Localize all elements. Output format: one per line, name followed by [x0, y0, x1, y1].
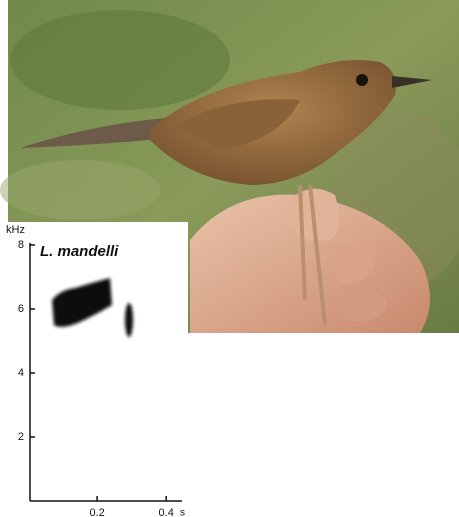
y-tick-label: 8 — [18, 239, 24, 251]
x-unit: s — [180, 508, 185, 517]
spectrogram-panel: kHz L. mandelli s — [0, 222, 188, 517]
y-unit: kHz — [6, 224, 25, 236]
figure: kHz L. mandelli s 2 4 6 8 0.2 0.4 — [0, 0, 459, 517]
x-tick-label: 0.4 — [159, 507, 174, 517]
y-tick-label: 2 — [18, 431, 24, 443]
species-title: L. mandelli — [40, 243, 119, 260]
y-tick-label: 4 — [18, 367, 24, 379]
x-tick-label: 0.2 — [89, 507, 104, 517]
y-tick-label: 6 — [18, 303, 24, 315]
